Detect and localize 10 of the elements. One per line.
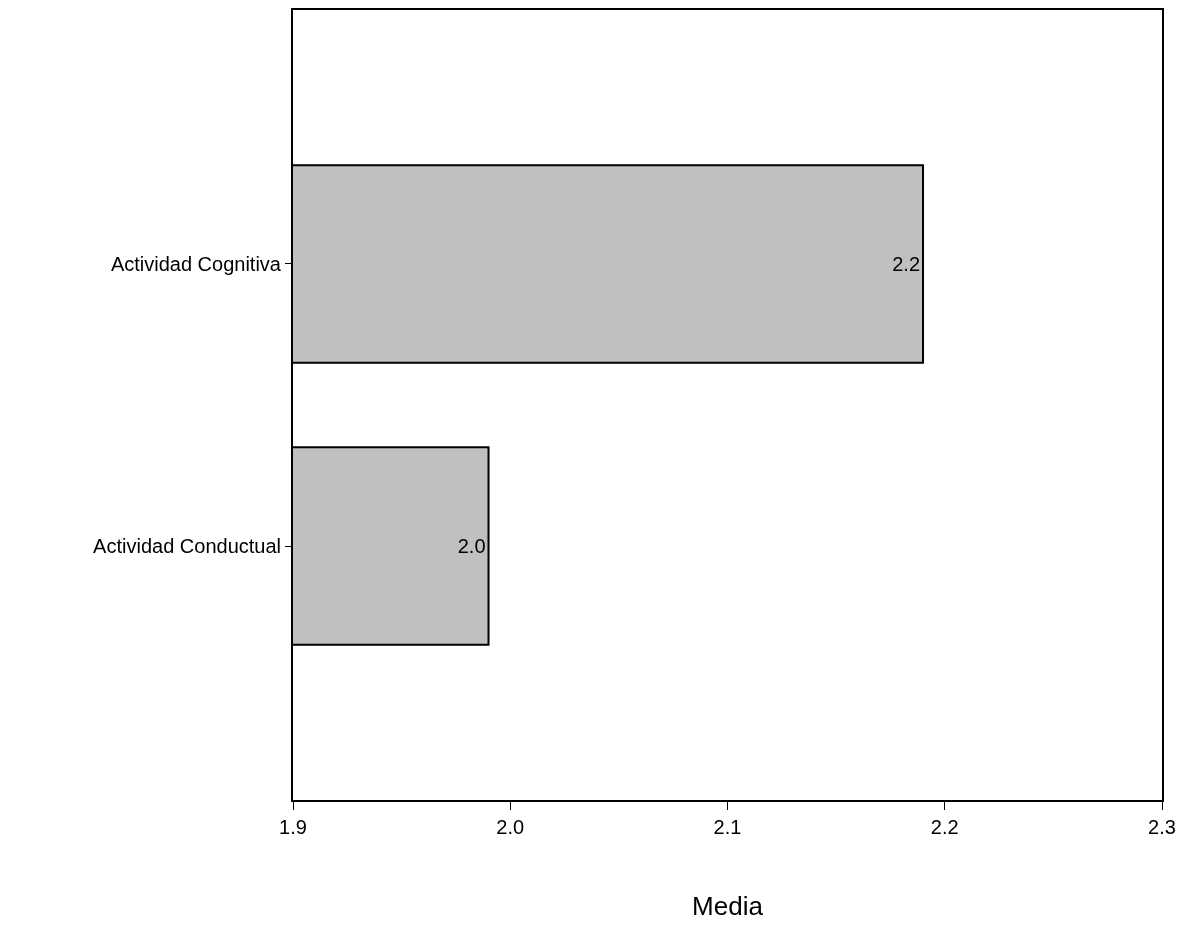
x-tick-label: 1.9 (279, 816, 307, 838)
x-tick-label: 2.0 (496, 816, 525, 838)
y-tick-label: Actividad Cognitiva (110, 252, 282, 275)
data-label: 2.2 (892, 252, 921, 275)
y-tick-label: Actividad Conductual (93, 535, 281, 558)
x-axis-title: Media (692, 891, 764, 922)
x-tick-label: 2.1 (713, 816, 742, 838)
data-label: 2.0 (457, 535, 486, 558)
x-tick-label: 2.2 (930, 816, 959, 838)
x-tick-label: 2.3 (1148, 816, 1176, 838)
